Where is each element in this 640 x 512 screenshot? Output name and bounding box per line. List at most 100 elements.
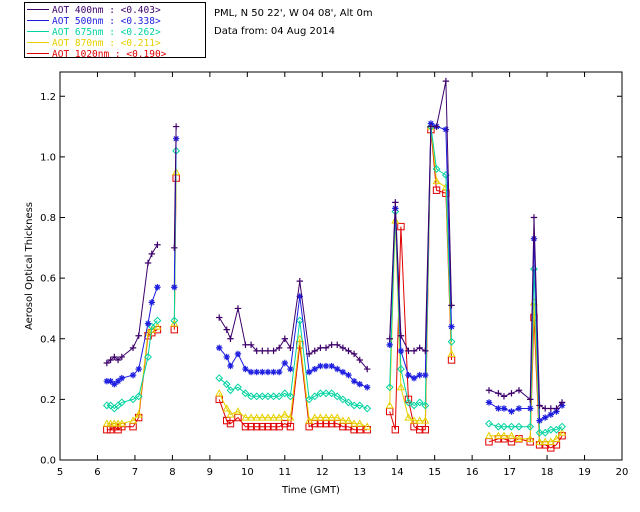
site-location: PML, N 50 22', W 04 08', Alt 0m [214, 8, 373, 19]
data-point [396, 383, 405, 391]
data-point [216, 314, 223, 321]
data-point [286, 392, 295, 401]
data-point [536, 417, 543, 424]
legend-label-870nm: AOT 870nm : <0.211> [52, 38, 161, 49]
data-point [500, 393, 508, 400]
data-point [305, 350, 313, 358]
legend-swatch-675nm [27, 31, 49, 32]
data-point [422, 371, 429, 379]
data-point [432, 165, 441, 173]
data-point [154, 241, 161, 248]
data-point [485, 399, 493, 406]
data-point [322, 362, 330, 370]
x-tick-label: 6 [94, 467, 100, 478]
data-point [499, 431, 509, 439]
data-point [364, 365, 371, 373]
data-point [275, 368, 283, 376]
x-tick-label: 10 [241, 467, 254, 478]
data-point [107, 356, 114, 364]
data-point [258, 413, 267, 421]
data-point [129, 344, 137, 352]
data-point [541, 405, 549, 412]
data-point [135, 332, 142, 339]
data-point [415, 398, 424, 407]
data-point [442, 126, 450, 133]
data-point [114, 377, 122, 385]
data-point [264, 392, 272, 401]
data-point [117, 419, 126, 427]
data-point [269, 392, 278, 401]
data-point [148, 250, 155, 258]
data-point [247, 413, 256, 421]
data-point [500, 422, 508, 431]
data-point [226, 410, 235, 418]
data-point [171, 244, 178, 252]
data-point [536, 402, 543, 409]
y-tick-label: 0.2 [40, 395, 56, 406]
data-point [494, 422, 503, 431]
data-point [270, 368, 277, 376]
data-point [356, 381, 363, 388]
data-point [410, 401, 418, 410]
data-point [405, 347, 412, 355]
data-point [106, 401, 115, 410]
data-point [134, 392, 143, 401]
series-aot-400nm [103, 77, 566, 412]
data-point [226, 419, 235, 428]
data-point [327, 413, 336, 421]
data-point [515, 387, 523, 394]
data-point [275, 344, 283, 352]
data-point [363, 422, 372, 430]
y-tick-label: 0.0 [40, 456, 56, 467]
data-point [422, 347, 429, 355]
data-point [241, 422, 250, 431]
data-point [295, 316, 304, 325]
data-point [114, 356, 122, 364]
data-point [247, 392, 255, 401]
x-tick-label: 18 [541, 467, 554, 478]
data-point [328, 362, 335, 370]
data-point [242, 365, 249, 373]
data-point [153, 316, 162, 325]
data-point [234, 350, 242, 358]
legend-label-500nm: AOT 500nm : <0.338> [52, 16, 161, 27]
x-tick-label: 13 [353, 467, 366, 478]
data-point [328, 341, 335, 349]
data-point [484, 431, 494, 439]
data-point [118, 353, 126, 361]
data-point [355, 401, 364, 410]
x-tick-label: 14 [391, 467, 404, 478]
data-point [558, 422, 566, 431]
y-tick-label: 0.8 [40, 213, 56, 224]
legend-item-500nm: AOT 500nm : <0.338> [27, 16, 161, 27]
data-point [334, 365, 341, 373]
data-point [432, 176, 441, 185]
data-point [530, 214, 538, 221]
data-point [421, 416, 430, 424]
data-point [350, 350, 358, 358]
data-date: Data from: 04 Aug 2014 [214, 26, 335, 37]
data-point [339, 368, 347, 376]
data-point [281, 335, 288, 342]
data-point [547, 411, 555, 418]
data-point [552, 434, 561, 442]
data-point [363, 404, 372, 413]
data-point [264, 422, 272, 431]
data-point [247, 341, 255, 349]
data-point [242, 341, 249, 349]
data-point [295, 334, 304, 342]
data-point [144, 320, 152, 327]
x-tick-label: 16 [466, 467, 479, 478]
data-point [270, 347, 277, 355]
data-point [391, 425, 400, 434]
data-point [264, 368, 272, 376]
data-point [397, 222, 405, 231]
data-point [416, 344, 423, 352]
x-tick-label: 7 [132, 467, 138, 478]
x-tick-label: 20 [616, 467, 629, 478]
data-point [552, 425, 561, 434]
data-point [397, 365, 405, 373]
data-point [385, 383, 394, 392]
data-point [339, 344, 347, 352]
